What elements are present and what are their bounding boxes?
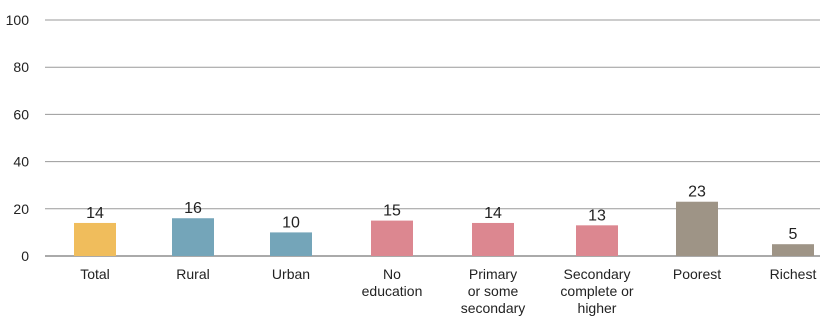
y-axis: 0 20 40 60 80 100 — [6, 12, 30, 264]
category-label-line: No — [383, 266, 401, 282]
data-label-3: 15 — [383, 203, 401, 220]
category-label-1: Rural — [176, 266, 209, 282]
category-label-3: No education — [362, 266, 423, 299]
category-label-4: Primary or some secondary — [461, 266, 526, 316]
y-tick-label-0: 0 — [21, 248, 29, 264]
bar-6 — [676, 201, 718, 256]
bar-3 — [371, 220, 413, 256]
y-tick-label-20: 20 — [13, 201, 29, 217]
data-label-1: 16 — [184, 200, 202, 217]
category-label-line: higher — [578, 300, 617, 316]
category-label-line: Poorest — [673, 266, 721, 282]
category-label-0: Total — [80, 266, 110, 282]
data-label-2: 10 — [282, 214, 300, 231]
y-tick-label-60: 60 — [13, 106, 29, 122]
category-label-7: Richest — [770, 266, 817, 282]
category-label-6: Poorest — [673, 266, 721, 282]
category-label-line: Richest — [770, 266, 817, 282]
category-label-5: Secondary complete or higher — [560, 266, 633, 316]
category-label-2: Urban — [272, 266, 310, 282]
category-label-line: Primary — [469, 266, 517, 282]
bar-7 — [772, 244, 814, 256]
data-labels: 14 16 10 15 14 13 23 5 — [86, 184, 797, 243]
y-tick-label-80: 80 — [13, 59, 29, 75]
bar-4 — [472, 222, 514, 256]
y-tick-label-100: 100 — [6, 12, 30, 28]
category-label-line: complete or — [560, 283, 633, 299]
category-label-line: Urban — [272, 266, 310, 282]
bar-5 — [576, 225, 618, 256]
bar-1 — [172, 218, 214, 256]
category-label-line: or some — [468, 283, 519, 299]
category-label-line: Rural — [176, 266, 209, 282]
category-labels: Total Rural Urban No education Primary or some… — [80, 266, 816, 316]
category-label-line: secondary — [461, 300, 526, 316]
category-label-line: Secondary — [564, 266, 631, 282]
bar-2 — [270, 232, 312, 256]
category-label-line: education — [362, 283, 423, 299]
data-label-4: 14 — [484, 205, 502, 222]
data-label-0: 14 — [86, 205, 104, 222]
data-label-6: 23 — [688, 184, 706, 201]
category-label-line: Total — [80, 266, 110, 282]
bar-0 — [74, 222, 116, 256]
data-label-5: 13 — [588, 207, 606, 224]
data-label-7: 5 — [789, 226, 798, 243]
bars — [74, 201, 814, 256]
y-tick-label-40: 40 — [13, 154, 29, 170]
